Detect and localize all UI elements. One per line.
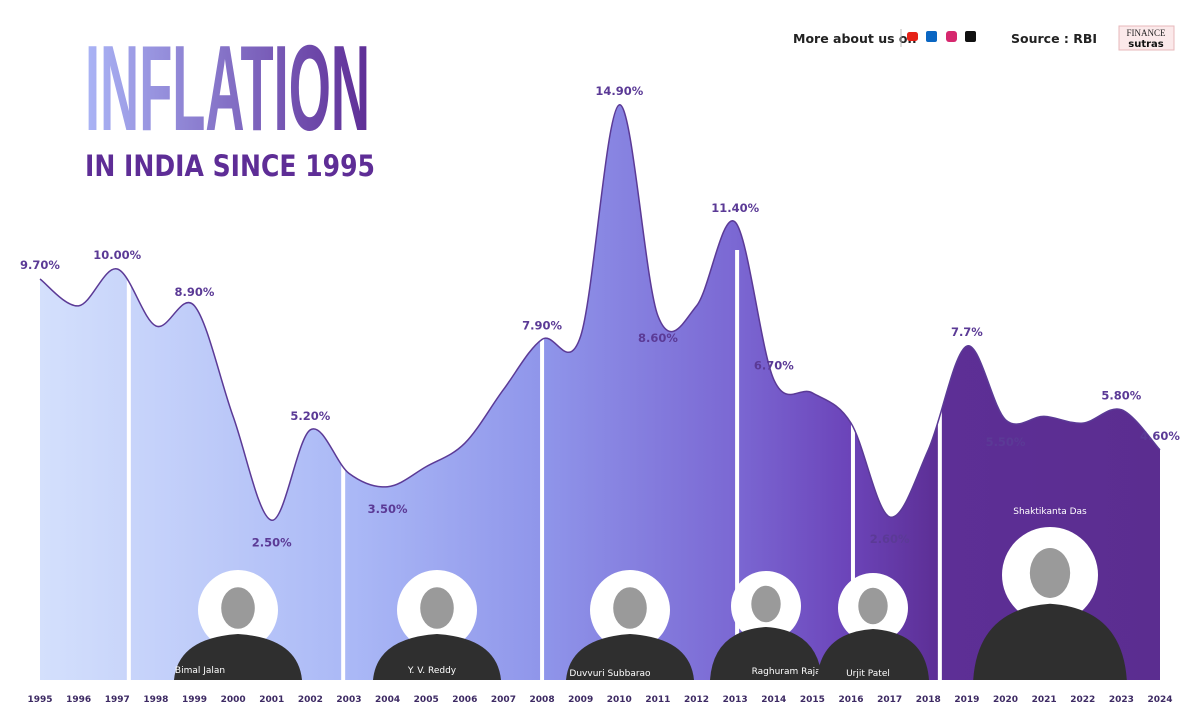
x-tick-label: 2016 xyxy=(839,695,864,705)
x-tick-label: 1998 xyxy=(143,695,168,705)
x-tick-label: 2008 xyxy=(530,695,555,705)
x-tick-label: 2005 xyxy=(414,695,439,705)
x-tick-label: 2004 xyxy=(375,695,400,705)
x-tick-label: 2014 xyxy=(761,695,786,705)
x-tick-label: 2010 xyxy=(607,695,632,705)
area xyxy=(40,104,1160,680)
value-label: 2.60% xyxy=(870,532,910,546)
x-tick-label: 2007 xyxy=(491,695,516,705)
youtube-icon[interactable] xyxy=(907,32,918,41)
value-label: 4.60% xyxy=(1140,429,1180,443)
portrait-head xyxy=(221,587,255,629)
portrait-head xyxy=(1029,548,1071,598)
x-tick-label: 2017 xyxy=(877,695,902,705)
portrait-body xyxy=(710,627,822,680)
governor-name: Raghuram Rajan xyxy=(752,667,827,677)
linkedin-icon[interactable] xyxy=(926,31,937,42)
plot: Bimal Jalan Y. V. Reddy Duvvuri Subbarao Ra… xyxy=(20,84,1180,705)
portrait-head xyxy=(613,587,647,629)
logo-bottom: sutras xyxy=(1128,39,1164,50)
value-label: 6.70% xyxy=(754,359,794,373)
value-label: 3.50% xyxy=(368,502,408,516)
x-tick-label: 2003 xyxy=(336,695,361,705)
value-label: 5.80% xyxy=(1101,389,1141,403)
value-label: 8.60% xyxy=(638,331,678,345)
x-tick-label: 2021 xyxy=(1032,695,1057,705)
portrait-body xyxy=(973,603,1127,680)
x-tick-label: 2006 xyxy=(452,695,477,705)
social-label: More about us on xyxy=(793,31,916,46)
x-tick-label: 2009 xyxy=(568,695,593,705)
portrait-head xyxy=(858,587,888,625)
value-label: 5.20% xyxy=(290,409,330,423)
x-tick-label: 2013 xyxy=(723,695,748,705)
portrait-head xyxy=(420,587,454,629)
governor-name: Y. V. Reddy xyxy=(407,666,457,676)
governor-name: Bimal Jalan xyxy=(175,666,225,676)
x-tick-label: 2024 xyxy=(1147,695,1172,705)
value-label: 14.90% xyxy=(595,84,643,98)
value-label: 11.40% xyxy=(711,201,759,215)
logo-box xyxy=(1118,25,1175,51)
x-tick-label: 2020 xyxy=(993,695,1018,705)
x-tick-label: 2023 xyxy=(1109,695,1134,705)
subtitle: IN INDIA SINCE 1995 xyxy=(85,149,375,183)
x-tick-label: 1995 xyxy=(27,695,52,705)
value-label: 8.90% xyxy=(175,285,215,299)
value-label: 10.00% xyxy=(93,248,141,262)
title: INFLATION xyxy=(85,20,370,156)
governor-name: Duvvuri Subbarao xyxy=(569,669,651,679)
x-tick-label: 1996 xyxy=(66,695,91,705)
x-tick-label: 2011 xyxy=(645,695,670,705)
value-label: 7.7% xyxy=(951,325,983,339)
value-label: 7.90% xyxy=(522,318,562,332)
governor-name: Shaktikanta Das xyxy=(1013,507,1087,517)
value-label: 2.50% xyxy=(252,535,292,549)
portrait-head xyxy=(751,585,781,623)
x-tick-label: 2000 xyxy=(221,695,246,705)
x-tick-label: 2015 xyxy=(800,695,825,705)
x-icon[interactable] xyxy=(965,31,976,42)
portrait-body xyxy=(373,634,501,680)
x-tick-label: 2018 xyxy=(916,695,941,705)
portrait-body xyxy=(566,634,694,680)
x-tick-label: 2019 xyxy=(954,695,979,705)
value-label: 5.50% xyxy=(986,435,1026,449)
x-tick-label: 2002 xyxy=(298,695,323,705)
x-tick-label: 2012 xyxy=(684,695,709,705)
governor-name: Urjit Patel xyxy=(846,669,890,679)
x-tick-label: 2001 xyxy=(259,695,284,705)
source: Source : RBI xyxy=(1011,31,1097,46)
x-tick-label: 1997 xyxy=(105,695,130,705)
logo-top: FINANCE xyxy=(1126,28,1166,38)
portrait-body xyxy=(817,629,929,680)
line xyxy=(39,104,1161,521)
value-label: 9.70% xyxy=(20,258,60,272)
portrait-body xyxy=(174,634,302,680)
instagram-icon[interactable] xyxy=(946,31,957,42)
x-tick-label: 1999 xyxy=(182,695,207,705)
x-tick-label: 2022 xyxy=(1070,695,1095,705)
